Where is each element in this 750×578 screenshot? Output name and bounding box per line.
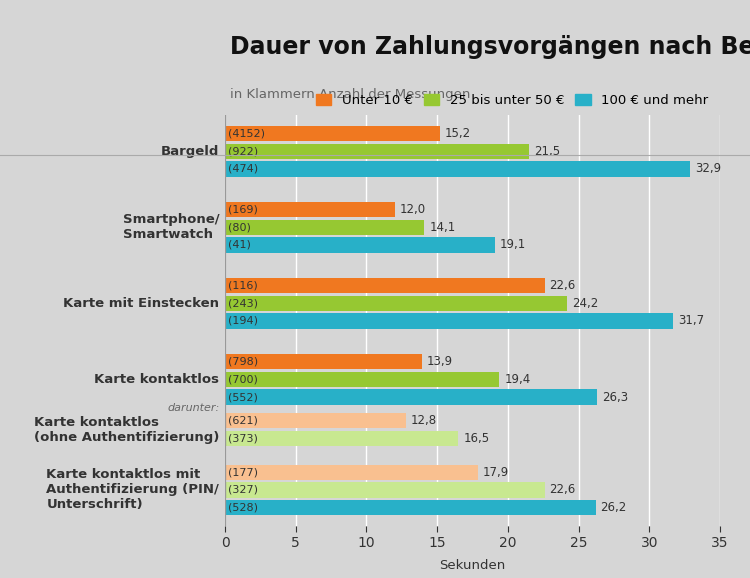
- Text: 14,1: 14,1: [429, 221, 455, 234]
- Text: (474): (474): [227, 164, 258, 174]
- Text: 19,1: 19,1: [500, 239, 526, 251]
- Text: 21,5: 21,5: [534, 144, 560, 158]
- Bar: [225, 313, 674, 329]
- Bar: [225, 220, 424, 235]
- Text: (621): (621): [227, 416, 257, 425]
- Text: Karte kontaktlos
(ohne Authentifizierung): Karte kontaktlos (ohne Authentifizierung…: [34, 416, 219, 443]
- Text: (4152): (4152): [227, 128, 265, 138]
- Text: 13,9: 13,9: [427, 355, 453, 368]
- Bar: [225, 483, 544, 498]
- Bar: [225, 465, 478, 480]
- Text: (243): (243): [227, 298, 257, 308]
- Text: (922): (922): [227, 146, 258, 156]
- Bar: [225, 431, 458, 446]
- Text: 22,6: 22,6: [550, 483, 576, 497]
- Text: Karte kontaktlos mit
Authentifizierung (PIN/
Unterschrift): Karte kontaktlos mit Authentifizierung (…: [46, 469, 219, 512]
- Text: 16,5: 16,5: [464, 432, 490, 445]
- Bar: [225, 161, 690, 176]
- Text: (327): (327): [227, 485, 257, 495]
- Text: 32,9: 32,9: [695, 162, 721, 175]
- Text: Bargeld: Bargeld: [161, 144, 219, 158]
- Bar: [225, 295, 567, 311]
- Text: in Klammern Anzahl der Messungen: in Klammern Anzahl der Messungen: [230, 88, 470, 101]
- Text: 15,2: 15,2: [445, 127, 471, 140]
- Bar: [225, 126, 440, 141]
- Text: 12,0: 12,0: [400, 203, 426, 216]
- Text: 17,9: 17,9: [483, 466, 509, 479]
- Text: (552): (552): [227, 392, 257, 402]
- Bar: [225, 278, 544, 293]
- Text: (798): (798): [227, 357, 258, 366]
- Bar: [225, 238, 495, 253]
- Bar: [225, 413, 406, 428]
- Bar: [225, 500, 596, 516]
- Text: (169): (169): [227, 205, 257, 214]
- Text: (80): (80): [227, 222, 251, 232]
- Text: Dauer von Zahlungsvorgängen nach Betragshöhen: Dauer von Zahlungsvorgängen nach Betrags…: [230, 35, 750, 59]
- Bar: [225, 354, 422, 369]
- Text: Karte mit Einstecken: Karte mit Einstecken: [63, 297, 219, 310]
- Bar: [225, 143, 529, 159]
- Text: (177): (177): [227, 467, 257, 477]
- Text: 26,3: 26,3: [602, 391, 628, 403]
- Bar: [225, 372, 500, 387]
- Text: darunter:: darunter:: [167, 403, 219, 413]
- X-axis label: Sekunden: Sekunden: [440, 559, 506, 572]
- Text: 24,2: 24,2: [572, 297, 598, 310]
- Legend: Unter 10 €, 25 bis unter 50 €, 100 € und mehr: Unter 10 €, 25 bis unter 50 €, 100 € und…: [310, 89, 714, 113]
- Text: 19,4: 19,4: [504, 373, 530, 386]
- Bar: [225, 390, 597, 405]
- Bar: [225, 202, 394, 217]
- Text: 31,7: 31,7: [678, 314, 704, 328]
- Text: (700): (700): [227, 375, 257, 384]
- Text: (194): (194): [227, 316, 257, 326]
- Text: Smartphone/
Smartwatch: Smartphone/ Smartwatch: [123, 213, 219, 241]
- Text: (373): (373): [227, 434, 257, 443]
- Text: 26,2: 26,2: [601, 501, 627, 514]
- Text: 22,6: 22,6: [550, 279, 576, 292]
- Text: (528): (528): [227, 503, 257, 513]
- Text: (116): (116): [227, 280, 257, 291]
- Text: 12,8: 12,8: [411, 414, 437, 427]
- Text: (41): (41): [227, 240, 251, 250]
- Text: Karte kontaktlos: Karte kontaktlos: [94, 373, 219, 386]
